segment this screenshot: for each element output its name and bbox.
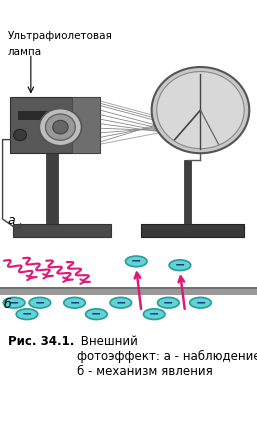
- Text: −: −: [131, 255, 141, 268]
- Circle shape: [53, 120, 68, 134]
- FancyBboxPatch shape: [13, 223, 111, 237]
- Circle shape: [29, 297, 51, 308]
- Text: Ультрафиолетовая: Ультрафиолетовая: [8, 31, 113, 41]
- Text: Рис. 34.1.: Рис. 34.1.: [8, 335, 74, 348]
- Text: −: −: [116, 296, 126, 309]
- Circle shape: [64, 297, 85, 308]
- Text: −: −: [149, 308, 159, 321]
- Circle shape: [152, 67, 249, 153]
- Circle shape: [169, 260, 191, 271]
- Text: −: −: [195, 296, 206, 309]
- Circle shape: [14, 129, 26, 141]
- Circle shape: [143, 309, 165, 320]
- Text: −: −: [9, 296, 19, 309]
- FancyBboxPatch shape: [72, 97, 100, 153]
- Text: а: а: [8, 214, 15, 226]
- Text: Внешний
фотоэффект: а - наблюдение;
б - механизм явления: Внешний фотоэффект: а - наблюдение; б - …: [77, 335, 257, 378]
- FancyBboxPatch shape: [141, 223, 244, 237]
- Circle shape: [190, 297, 211, 308]
- Text: −: −: [35, 296, 45, 309]
- Text: −: −: [175, 259, 185, 272]
- FancyBboxPatch shape: [0, 287, 257, 289]
- FancyBboxPatch shape: [184, 160, 191, 223]
- Text: б: б: [4, 298, 12, 311]
- Circle shape: [3, 297, 25, 308]
- Circle shape: [45, 114, 75, 140]
- Circle shape: [125, 256, 147, 267]
- Circle shape: [16, 309, 38, 320]
- Text: лампа: лампа: [8, 47, 42, 56]
- Text: −: −: [91, 308, 102, 321]
- Circle shape: [86, 309, 107, 320]
- Text: −: −: [22, 308, 32, 321]
- FancyBboxPatch shape: [0, 288, 257, 295]
- Circle shape: [39, 109, 81, 146]
- Text: −: −: [69, 296, 80, 309]
- Circle shape: [157, 72, 244, 149]
- FancyBboxPatch shape: [46, 151, 58, 223]
- FancyBboxPatch shape: [10, 97, 100, 153]
- FancyBboxPatch shape: [18, 111, 64, 119]
- Circle shape: [158, 297, 179, 308]
- Circle shape: [110, 297, 132, 308]
- Text: −: −: [163, 296, 173, 309]
